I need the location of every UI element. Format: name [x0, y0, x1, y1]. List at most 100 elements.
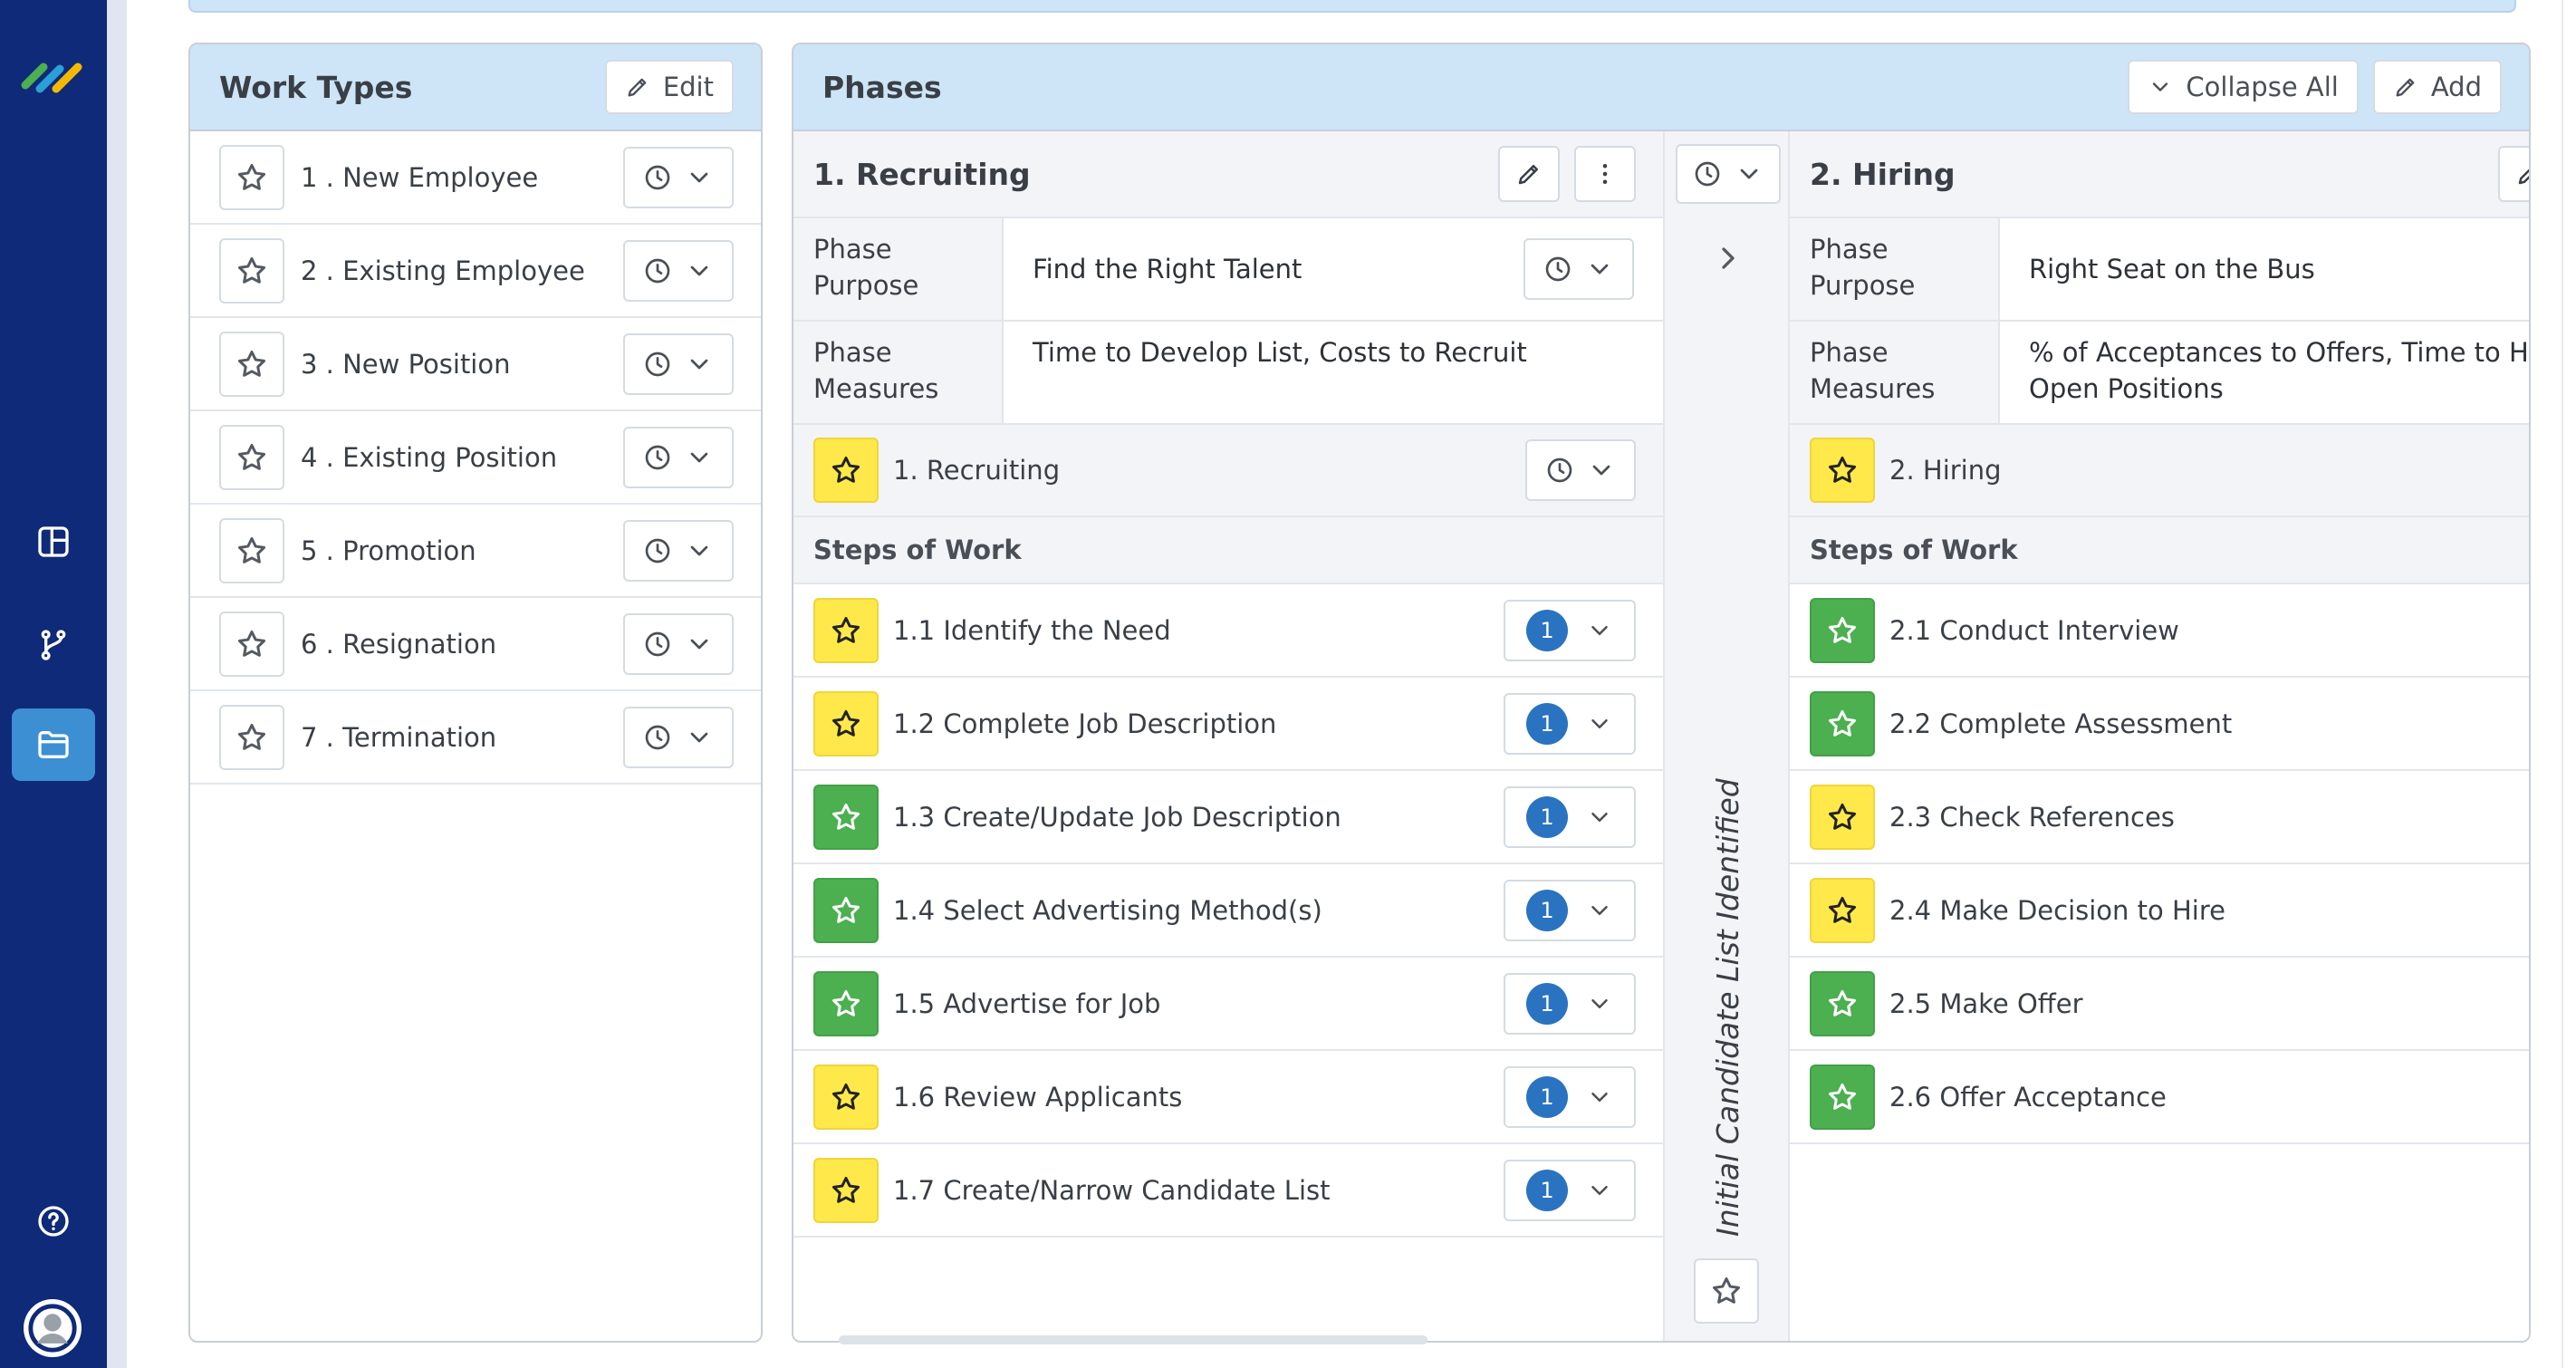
- chevron-right-icon[interactable]: [1710, 240, 1746, 276]
- favorite-star-button[interactable]: [219, 517, 284, 583]
- phase-column-1: 1. Recruiting Phase Purpose Find the Rig…: [793, 131, 1663, 1341]
- step-row[interactable]: 1.5 Advertise for Job 1: [793, 958, 1663, 1051]
- work-type-time-dropdown[interactable]: [623, 239, 734, 302]
- top-banner: [188, 0, 2516, 13]
- edit-phase-button[interactable]: [2498, 146, 2529, 202]
- step-count-badge: 1: [1526, 702, 1568, 745]
- work-type-item[interactable]: 5 . Promotion: [190, 505, 761, 598]
- step-status-star-button[interactable]: [813, 597, 879, 663]
- step-row[interactable]: 2.6 Offer Acceptance: [1790, 1051, 2529, 1144]
- step-status-star-button[interactable]: [813, 784, 879, 850]
- work-type-item[interactable]: 2 . Existing Employee: [190, 225, 761, 318]
- work-type-time-dropdown[interactable]: [623, 612, 734, 675]
- work-type-item[interactable]: 1 . New Employee: [190, 131, 761, 225]
- subprocess-time-dropdown[interactable]: [1525, 439, 1636, 501]
- step-count-badge: 1: [1526, 1169, 1568, 1211]
- work-type-item[interactable]: 3 . New Position: [190, 318, 761, 411]
- favorite-star-button[interactable]: [219, 331, 284, 397]
- work-type-item[interactable]: 4 . Existing Position: [190, 411, 761, 505]
- step-row[interactable]: 1.3 Create/Update Job Description 1: [793, 771, 1663, 864]
- step-count-dropdown[interactable]: 1: [1504, 1065, 1636, 1128]
- subprocess-star-button[interactable]: [1810, 438, 1875, 503]
- work-type-time-dropdown[interactable]: [623, 332, 734, 395]
- step-status-star-button[interactable]: [1810, 784, 1875, 850]
- favorite-star-button[interactable]: [219, 424, 284, 490]
- step-row[interactable]: 1.6 Review Applicants 1: [793, 1051, 1663, 1144]
- phases-title: Phases: [822, 69, 942, 105]
- add-phase-button[interactable]: Add: [2372, 60, 2502, 114]
- step-status-star-button[interactable]: [813, 877, 879, 943]
- work-type-item[interactable]: 7 . Termination: [190, 691, 761, 785]
- chevron-down-icon: [1591, 264, 1609, 275]
- pencil-icon: [2518, 169, 2529, 185]
- work-type-time-dropdown[interactable]: [623, 519, 734, 582]
- step-count-dropdown[interactable]: 1: [1504, 785, 1636, 848]
- branch-icon[interactable]: [21, 612, 86, 678]
- purpose-time-dropdown[interactable]: [1523, 238, 1634, 300]
- step-row[interactable]: 2.3 Check References: [1790, 771, 2529, 864]
- step-row[interactable]: 2.4 Make Decision to Hire: [1790, 864, 2529, 958]
- subprocess-label: 2. Hiring: [1889, 455, 2002, 486]
- phase-purpose-value: Right Seat on the Bus: [2000, 218, 2529, 320]
- favorite-star-button[interactable]: [219, 237, 284, 303]
- chevron-down-icon: [690, 639, 708, 649]
- edit-label: Edit: [662, 72, 714, 102]
- horizontal-scrollbar[interactable]: [839, 1335, 1427, 1344]
- step-status-star-button[interactable]: [1810, 597, 1875, 663]
- edit-phase-button[interactable]: [1498, 146, 1560, 202]
- work-type-label: 2 . Existing Employee: [301, 255, 585, 286]
- chevron-down-icon: [1591, 625, 1608, 635]
- step-count-dropdown[interactable]: 1: [1504, 599, 1636, 661]
- step-count-dropdown[interactable]: 1: [1504, 972, 1636, 1035]
- work-type-item[interactable]: 6 . Resignation: [190, 598, 761, 691]
- step-count-dropdown[interactable]: 1: [1504, 692, 1636, 755]
- help-icon[interactable]: [21, 1189, 86, 1254]
- step-row[interactable]: 2.1 Conduct Interview: [1790, 584, 2529, 678]
- transition-time-dropdown[interactable]: [1676, 144, 1781, 204]
- work-type-time-dropdown[interactable]: [623, 146, 734, 208]
- step-status-star-button[interactable]: [813, 1064, 879, 1130]
- step-row[interactable]: 2.5 Make Offer: [1790, 958, 2529, 1051]
- chevron-down-icon: [1591, 905, 1608, 915]
- step-count-dropdown[interactable]: 1: [1504, 879, 1636, 941]
- step-row[interactable]: 1.1 Identify the Need 1: [793, 584, 1663, 678]
- star-icon: [1829, 1083, 1856, 1110]
- edit-work-types-button[interactable]: Edit: [604, 60, 734, 114]
- star-icon: [832, 1176, 860, 1203]
- star-icon: [238, 723, 265, 750]
- work-type-time-dropdown[interactable]: [623, 426, 734, 488]
- step-count-dropdown[interactable]: 1: [1504, 1159, 1636, 1221]
- step-status-star-button[interactable]: [1810, 970, 1875, 1036]
- clock-icon: [645, 352, 670, 376]
- step-row[interactable]: 2.2 Complete Assessment: [1790, 678, 2529, 771]
- work-type-time-dropdown[interactable]: [623, 706, 734, 768]
- collapse-all-button[interactable]: Collapse All: [2128, 60, 2359, 114]
- step-status-star-button[interactable]: [813, 1157, 879, 1223]
- dashboard-icon[interactable]: [21, 509, 86, 574]
- step-status-star-button[interactable]: [1810, 877, 1875, 943]
- favorite-star-button[interactable]: [219, 144, 284, 210]
- favorite-star-button[interactable]: [219, 611, 284, 677]
- phase-purpose-row: Phase Purpose Right Seat on the Bus: [1790, 218, 2529, 322]
- phase-more-button[interactable]: [1574, 146, 1636, 202]
- chevron-down-icon: [690, 359, 708, 369]
- step-status-star-button[interactable]: [1810, 690, 1875, 756]
- step-row[interactable]: 1.7 Create/Narrow Candidate List 1: [793, 1144, 1663, 1238]
- steps-list: 1.1 Identify the Need 1 1.2 Complete Job D…: [793, 584, 1663, 1238]
- step-status-star-button[interactable]: [813, 690, 879, 756]
- step-status-star-button[interactable]: [813, 970, 879, 1036]
- phase-measures-key: Phase Measures: [793, 322, 1004, 423]
- folder-icon[interactable]: [12, 708, 95, 781]
- work-type-label: 1 . New Employee: [301, 161, 539, 193]
- step-row[interactable]: 1.2 Complete Job Description 1: [793, 678, 1663, 771]
- favorite-star-button[interactable]: [219, 704, 284, 770]
- subprocess-star-button[interactable]: [813, 438, 879, 503]
- chevron-down-icon: [1591, 1092, 1608, 1102]
- rail-divider: [107, 0, 127, 1368]
- step-row[interactable]: 1.4 Select Advertising Method(s) 1: [793, 864, 1663, 958]
- user-avatar-icon[interactable]: [24, 1299, 82, 1357]
- app-logo[interactable]: [18, 47, 87, 101]
- star-icon: [1829, 989, 1856, 1016]
- step-status-star-button[interactable]: [1810, 1064, 1875, 1130]
- transition-star-button[interactable]: [1694, 1258, 1759, 1324]
